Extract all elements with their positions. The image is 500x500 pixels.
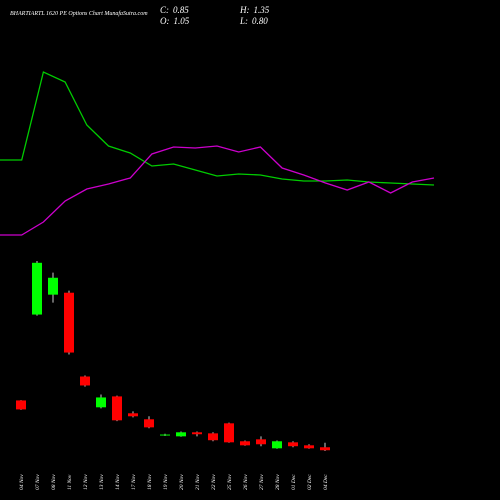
summary-label: L:	[239, 16, 248, 26]
x-tick-label: 01 Dec	[291, 474, 297, 490]
summary-item: H: 1.35	[239, 5, 270, 15]
candle-body	[208, 433, 218, 441]
x-tick-label: 04 Nov	[18, 474, 25, 490]
candle-body	[192, 432, 202, 435]
x-tick-label: 08 Nov	[51, 474, 57, 490]
candle-body	[240, 441, 250, 446]
summary-value: 0.85	[173, 5, 189, 15]
x-tick-label: 21 Nov	[195, 474, 201, 490]
candle-body	[288, 442, 298, 447]
x-tick-label: 19 Nov	[163, 474, 169, 490]
x-tick-label: 28 Nov	[275, 474, 281, 490]
x-tick-label: 17 Nov	[131, 474, 137, 490]
x-tick-label: 11 Nov	[67, 474, 73, 490]
summary-label: O:	[160, 16, 170, 26]
summary-item: O: 1.05	[160, 16, 190, 26]
candle-body	[64, 292, 74, 353]
summary-label: H:	[239, 5, 250, 15]
summary-value: 1.05	[174, 16, 190, 26]
x-tick-label: 12 Nov	[83, 474, 89, 490]
x-tick-label: 04 Dec	[322, 474, 329, 490]
candle-body	[32, 262, 42, 315]
candle-body	[16, 400, 26, 410]
summary-value: 0.80	[252, 16, 268, 26]
x-tick-label: 14 Nov	[114, 474, 121, 490]
x-tick-label: 25 Nov	[227, 474, 233, 490]
candle-body	[304, 445, 314, 449]
candle-body	[272, 441, 282, 449]
candle-body	[96, 397, 106, 408]
candle-body	[80, 376, 90, 386]
candle-body	[144, 419, 154, 428]
x-tick-label: 22 Nov	[211, 474, 217, 490]
candle-body	[112, 396, 122, 421]
x-tick-label: 27 Nov	[259, 474, 265, 490]
indicator-line	[0, 145, 435, 236]
candle-body	[320, 447, 330, 451]
candle-body	[48, 277, 58, 295]
x-tick-label: 20 Nov	[179, 474, 185, 490]
candle-body	[176, 432, 186, 437]
indicator-line	[0, 71, 435, 186]
x-tick-label: 18 Nov	[147, 474, 153, 490]
x-tick-label: 07 Nov	[35, 474, 41, 490]
x-tick-label: 26 Nov	[243, 474, 249, 490]
summary-value: 1.35	[254, 5, 270, 15]
candle-body	[160, 434, 170, 436]
x-tick-label: 02 Dec	[307, 474, 313, 490]
summary-item: L: 0.80	[239, 16, 268, 26]
chart-title: BHARTIARTL 1620 PE Options Chart MunafaS…	[10, 10, 148, 17]
candle-body	[256, 439, 266, 445]
candle-body	[224, 423, 234, 443]
summary-item: C: 0.85	[160, 5, 189, 15]
candle-body	[128, 413, 138, 417]
x-tick-label: 13 Nov	[99, 474, 105, 490]
summary-label: C:	[160, 5, 169, 15]
